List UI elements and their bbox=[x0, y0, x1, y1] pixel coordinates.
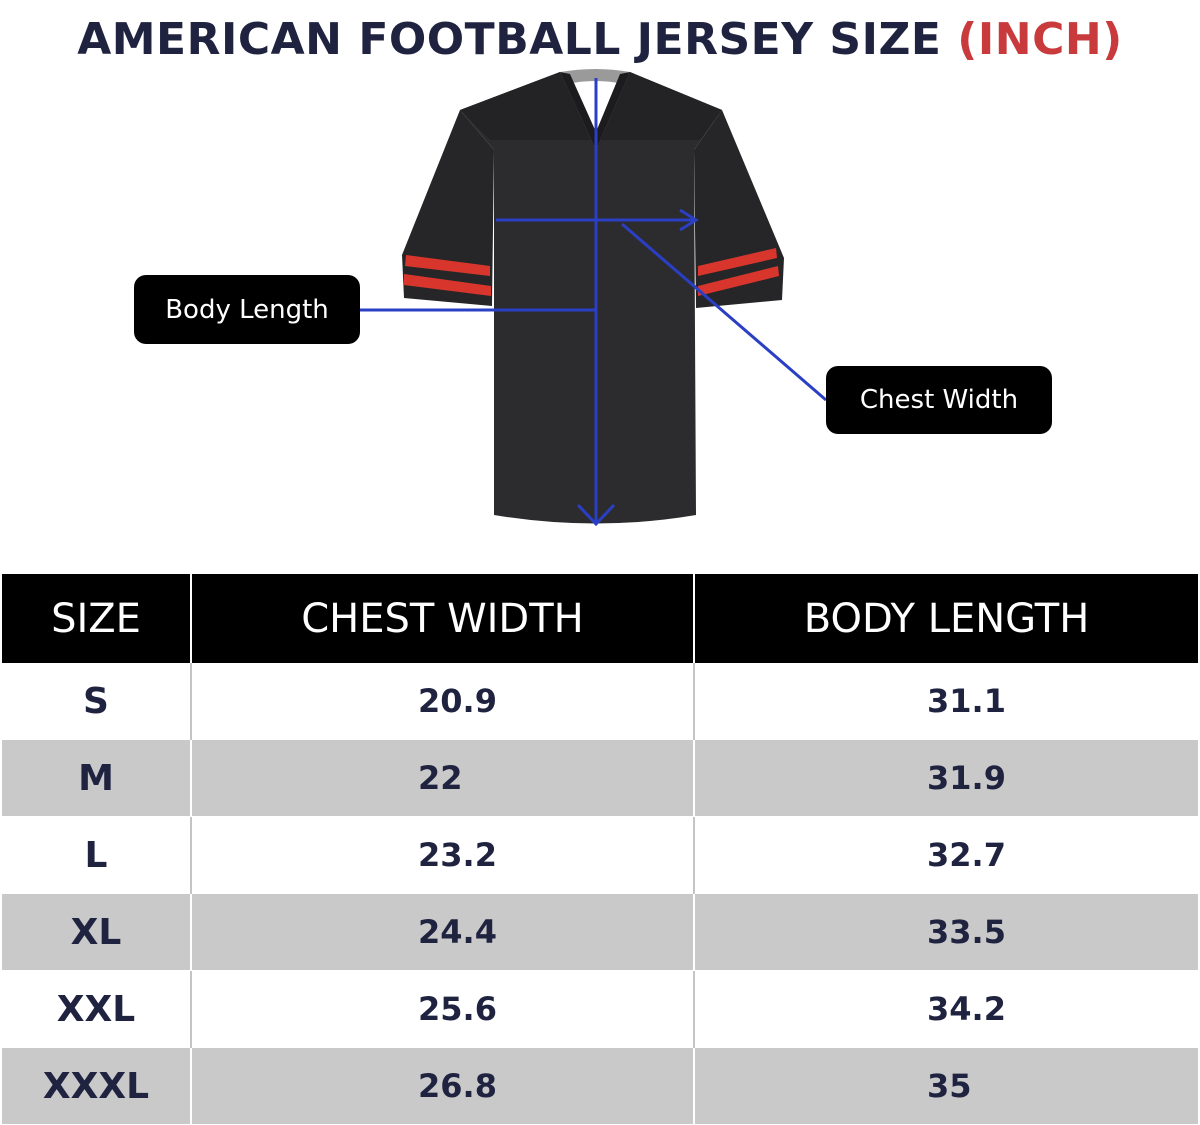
right-stripe-1 bbox=[698, 248, 777, 276]
header-body-length: BODY LENGTH bbox=[694, 574, 1198, 663]
body-length-cell: 32.7 bbox=[694, 816, 1198, 894]
jersey-yoke bbox=[460, 72, 722, 150]
chest-width-arrow bbox=[679, 208, 699, 232]
right-stripe-2 bbox=[698, 266, 779, 296]
left-stripe-2 bbox=[404, 274, 491, 296]
size-cell: L bbox=[2, 816, 192, 894]
body-length-cell: 31.1 bbox=[694, 663, 1198, 740]
chest-width-cell: 20.9 bbox=[191, 663, 695, 740]
table-row: XXL 25.6 34.2 bbox=[2, 970, 1198, 1048]
jersey-body bbox=[460, 72, 722, 524]
size-cell: XXXL bbox=[2, 1047, 192, 1125]
chest-width-callout: Chest Width bbox=[826, 366, 1052, 434]
chest-width-cell: 23.2 bbox=[191, 816, 695, 894]
table-row: M 22 31.9 bbox=[2, 739, 1198, 817]
body-length-cell: 33.5 bbox=[694, 893, 1198, 971]
table-row: XXXL 26.8 35 bbox=[2, 1047, 1198, 1125]
size-cell: XXL bbox=[2, 970, 192, 1048]
size-chart-table: SIZE CHEST WIDTH BODY LENGTH S 20.9 31.1… bbox=[2, 574, 1198, 1125]
measure-lines bbox=[360, 78, 827, 527]
jersey-diagram bbox=[360, 69, 827, 527]
size-cell: S bbox=[2, 663, 192, 740]
header-chest-width: CHEST WIDTH bbox=[191, 574, 695, 663]
chest-width-leader bbox=[621, 222, 827, 402]
left-stripe-1 bbox=[405, 255, 490, 276]
title-main: AMERICAN FOOTBALL JERSEY SIZE bbox=[77, 14, 942, 65]
chest-width-cell: 22 bbox=[191, 739, 695, 817]
page-title: AMERICAN FOOTBALL JERSEY SIZE (INCH) bbox=[0, 14, 1200, 65]
body-length-cell: 35 bbox=[694, 1047, 1198, 1125]
body-length-cell: 34.2 bbox=[694, 970, 1198, 1048]
body-length-callout: Body Length bbox=[134, 275, 360, 344]
table-row: L 23.2 32.7 bbox=[2, 816, 1198, 894]
jersey-collar bbox=[560, 69, 630, 84]
table-row: XL 24.4 33.5 bbox=[2, 893, 1198, 971]
table-header-row: SIZE CHEST WIDTH BODY LENGTH bbox=[2, 574, 1198, 663]
body-length-arrow bbox=[576, 503, 616, 527]
table-row: S 20.9 31.1 bbox=[2, 663, 1198, 740]
chest-width-cell: 26.8 bbox=[191, 1047, 695, 1125]
chest-width-cell: 24.4 bbox=[191, 893, 695, 971]
body-length-cell: 31.9 bbox=[694, 739, 1198, 817]
title-unit: (INCH) bbox=[957, 14, 1123, 65]
size-cell: XL bbox=[2, 893, 192, 971]
left-sleeve bbox=[402, 110, 494, 306]
size-cell: M bbox=[2, 739, 192, 817]
header-size: SIZE bbox=[2, 574, 192, 663]
collar-v bbox=[560, 72, 630, 150]
chest-width-cell: 25.6 bbox=[191, 970, 695, 1048]
